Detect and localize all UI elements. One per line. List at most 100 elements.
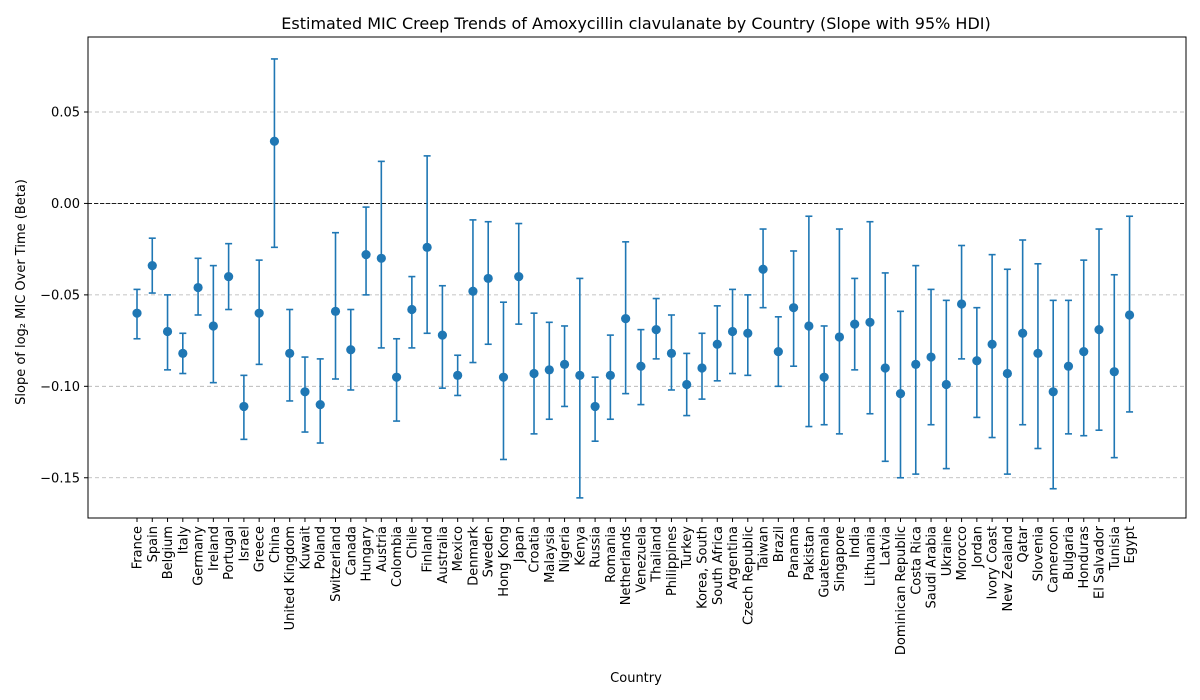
x-tick-label: Panama <box>787 526 802 578</box>
data-point <box>773 316 783 388</box>
point-marker <box>590 401 600 412</box>
x-tick-label: Germany <box>192 526 207 586</box>
x-tick-label: Korea, South <box>695 526 710 609</box>
plot-area <box>88 58 1186 499</box>
point-marker <box>1033 348 1043 358</box>
point-marker <box>1109 367 1119 377</box>
x-tick-label: Chile <box>405 526 420 559</box>
x-tick-label: Egypt <box>1123 526 1138 564</box>
point-marker <box>727 326 738 337</box>
data-point <box>727 288 738 375</box>
x-tick-label: Latvia <box>879 526 894 566</box>
y-tick-label: −0.05 <box>40 288 80 303</box>
point-marker <box>651 325 661 335</box>
point-marker <box>1063 361 1074 371</box>
point-marker <box>605 370 615 380</box>
x-tick-label: Italy <box>176 526 191 555</box>
data-point <box>1109 273 1119 459</box>
y-tick-label: −0.15 <box>40 471 80 486</box>
x-tick-label: United Kingdom <box>283 526 298 630</box>
x-tick-label: Mexico <box>451 526 466 571</box>
x-tick-label: Singapore <box>833 526 848 592</box>
x-tick-label: Guatemala <box>818 526 833 598</box>
point-marker <box>1079 346 1089 357</box>
point-marker <box>422 242 432 252</box>
data-point <box>178 332 188 375</box>
point-marker <box>300 387 310 397</box>
point-marker <box>865 317 875 327</box>
data-point <box>651 297 661 360</box>
data-point <box>315 358 325 444</box>
point-marker <box>712 339 722 349</box>
point-marker <box>178 348 188 358</box>
x-tick-label: Israel <box>237 526 252 562</box>
point-marker <box>880 363 890 373</box>
x-tick-label: Tunisia <box>1108 526 1123 571</box>
data-point <box>224 242 234 311</box>
x-tick-label: Taiwan <box>757 526 772 571</box>
data-point <box>453 354 463 397</box>
x-tick-label: Czech Republic <box>741 526 756 625</box>
data-point <box>972 306 982 419</box>
x-tick-label: Jordan <box>970 526 985 568</box>
data-point <box>422 155 432 335</box>
data-point <box>1124 215 1135 413</box>
point-marker <box>224 271 234 282</box>
point-marker <box>743 328 753 338</box>
x-tick-label: Romania <box>604 526 619 583</box>
data-point <box>926 288 936 426</box>
x-tick-label: Poland <box>314 526 329 569</box>
data-point <box>987 253 997 439</box>
data-point <box>911 264 921 475</box>
point-marker <box>361 250 371 260</box>
data-point <box>682 352 692 417</box>
data-point <box>819 325 829 426</box>
x-tick-label: Slovenia <box>1031 526 1046 581</box>
x-tick-label: Australia <box>436 526 451 584</box>
x-tick-label: Switzerland <box>329 526 344 602</box>
data-point <box>498 301 509 461</box>
point-marker <box>239 401 249 412</box>
x-tick-label: Lithuania <box>863 526 878 586</box>
x-axis: France Spain Belgium Italy Germany Ireland Por… <box>131 518 1138 655</box>
x-tick-label: Russia <box>589 526 604 568</box>
data-point <box>697 332 707 400</box>
point-marker <box>346 345 356 355</box>
point-marker <box>391 372 402 382</box>
point-marker <box>1124 310 1135 320</box>
point-marker <box>987 339 997 349</box>
data-point <box>300 356 310 433</box>
x-tick-label: El Salvador <box>1093 525 1108 599</box>
x-tick-label: South Africa <box>711 526 726 605</box>
point-marker <box>330 306 341 316</box>
data-point <box>865 220 875 415</box>
point-marker <box>269 136 280 146</box>
point-marker <box>575 370 585 380</box>
point-marker <box>682 379 692 390</box>
point-marker <box>514 271 524 282</box>
x-tick-label: Belgium <box>161 526 176 579</box>
point-marker <box>956 299 967 309</box>
x-tick-label: Venezuela <box>634 526 649 593</box>
point-marker <box>972 356 982 366</box>
x-tick-label: Spain <box>146 526 161 562</box>
x-tick-label: Finland <box>421 526 436 572</box>
data-point <box>254 259 264 366</box>
point-marker <box>208 321 218 331</box>
y-tick-label: −0.10 <box>40 380 80 395</box>
x-tick-label: Costa Rica <box>909 526 924 595</box>
point-marker <box>804 321 814 331</box>
x-tick-label: Dominican Republic <box>894 526 909 655</box>
x-tick-label: Bulgaria <box>1062 526 1077 580</box>
y-axis-label: Slope of log₂ MIC Over Time (Beta) <box>14 179 29 405</box>
x-tick-label: Portugal <box>222 526 237 580</box>
data-point <box>789 250 799 368</box>
data-point <box>330 231 341 380</box>
x-tick-label: Canada <box>344 526 359 575</box>
x-tick-label: Ivory Coast <box>986 526 1001 600</box>
x-tick-label: Argentina <box>726 526 741 589</box>
data-point <box>514 222 524 325</box>
point-marker <box>285 348 295 358</box>
x-tick-label: Kenya <box>573 526 588 566</box>
